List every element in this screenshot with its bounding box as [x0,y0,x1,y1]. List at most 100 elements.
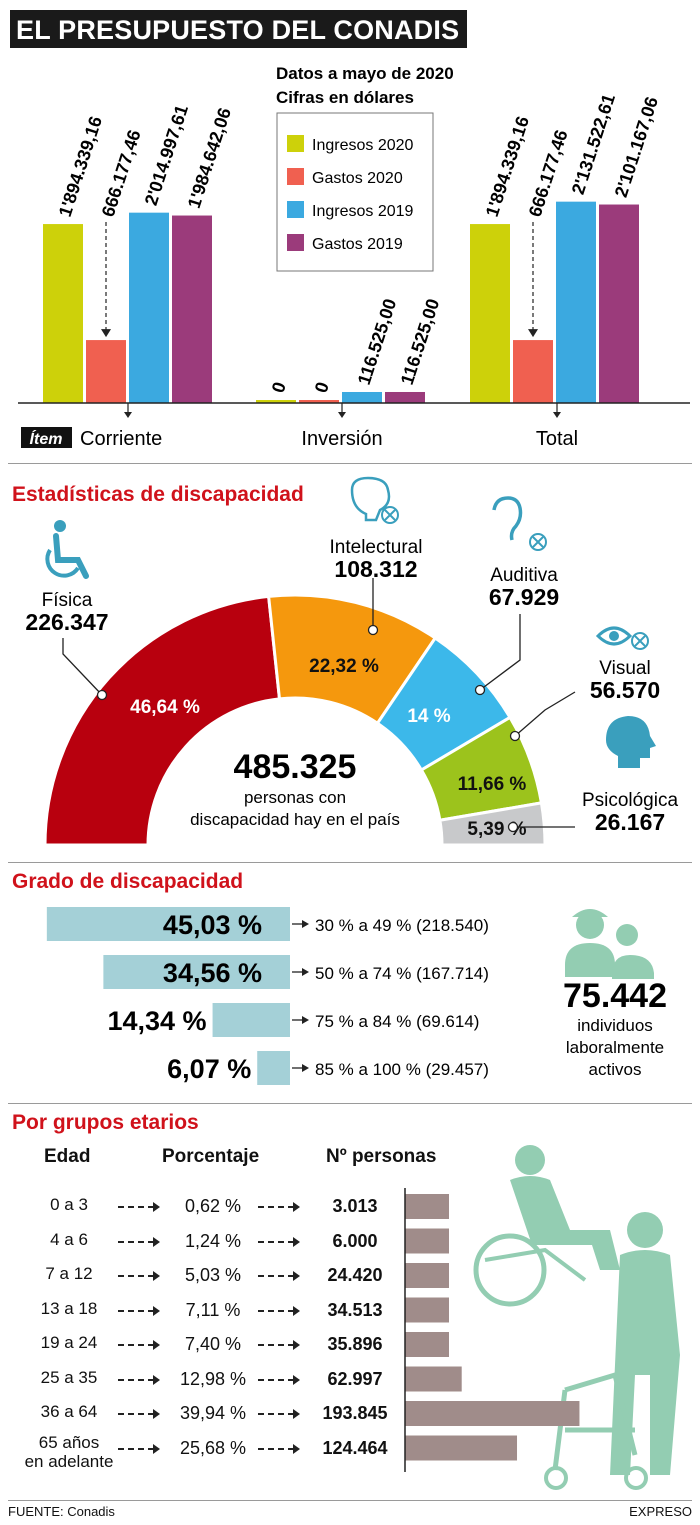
category-name-label: Física [42,590,93,611]
age-section-title: Por grupos etarios [12,1111,199,1134]
category-count-label: 108.312 [334,556,417,582]
bar-value-label: 2'014.997,61 [141,102,192,207]
bar-gastos-2020 [513,340,553,403]
workers-icon [616,924,638,946]
chart-note: Cifras en dólares [276,88,414,107]
row-arrow [258,1305,300,1316]
stats-section-title: Estadísticas de discapacidad [12,483,304,506]
category-count-label: 67.929 [489,584,559,610]
eye-icon [609,631,619,641]
bar-value-label: 116.525,00 [397,296,444,387]
wheelchair-icon [53,533,89,579]
age-bar [405,1263,449,1288]
arrow-head [302,1016,309,1024]
age-bar [405,1332,449,1357]
category-label: Inversión [301,428,382,450]
bar-value-label: 1'894.339,16 [482,114,533,219]
age-bar [405,1401,580,1426]
workers-caption: laboralmente [566,1038,664,1057]
age-label: 13 a 18 [14,1299,124,1318]
wheelchair-walker-illustration [473,1145,680,1490]
slice-percent-label: 46,64 % [130,697,200,718]
age-bar [405,1297,449,1323]
row-arrow [118,1305,160,1316]
leader-dot [96,689,108,701]
bar-gastos-2019 [172,215,212,403]
total-caption: discapacidad hay en el país [190,810,400,829]
age-label: 36 a 64 [14,1402,124,1421]
degree-chart: 45,03 % 30 % a 49 % (218.540) 34,56 % 50 % … [46,907,667,1085]
brain-icon [384,509,396,521]
person-body [510,1176,620,1270]
age-label-line: 65 años [38,1432,100,1452]
leader-line [479,614,521,691]
age-count-label: 193.845 [322,1403,388,1423]
bar-value-label: 1'984.642,06 [184,105,235,210]
age-count-label: 6.000 [332,1230,378,1251]
age-percent-label: 1,24 % [184,1230,242,1251]
age-label: 19 a 24 [14,1333,124,1352]
budget-chart: Datos a mayo de 2020 Cifras en dólares Ing… [18,64,690,450]
degree-bar [257,1051,290,1085]
age-percent-label: 0,62 % [184,1196,242,1216]
slice-percent-label: 14 % [407,706,450,727]
workers-icon [572,909,608,917]
eye-icon [595,626,633,646]
item-tag-box [21,427,72,448]
workers-caption: individuos [577,1016,653,1035]
degree-bar [46,907,291,941]
leader-dot [509,730,521,742]
row-arrow [258,1202,300,1212]
row-arrow [118,1443,160,1454]
workers-count: 75.442 [563,977,667,1015]
category-count-label: 56.570 [590,677,660,703]
source-note: FUENTE: Conadis [8,1504,115,1519]
slice-percent-label: 11,66 % [458,774,527,795]
legend-swatch [287,201,304,218]
age-label-line: 36 a 64 [40,1402,98,1421]
row-arrow [118,1340,160,1350]
count-column-header: Nº personas [326,1146,437,1167]
age-percent-label: 25,68 % [179,1437,247,1458]
workers-icon [576,911,604,939]
bar-value-label: 1'894.339,16 [55,114,106,219]
degree-value-label: 34,56 % [163,958,262,988]
slice-percent-label: 5,39 % [467,819,526,840]
item-tag-label: Ítem [30,429,63,448]
legend-swatch [287,135,304,152]
age-count-label: 35.896 [327,1334,383,1354]
head-puzzle-icon [606,716,656,768]
age-count-label: 34.513 [327,1299,383,1320]
age-count-label: 124.464 [322,1437,388,1458]
bar-gastos-2019 [385,391,425,403]
wheelchair-wheel [473,1233,547,1307]
age-label-line: 4 a 6 [50,1229,88,1249]
workers-icon [612,955,654,979]
divider [8,862,692,863]
degree-bar [212,1003,290,1037]
tick-arrow [338,412,346,418]
disability-donut-chart: 46,64 % 22,32 % 14 % 11,66 % 5,39 % 485.325 pe… [25,476,678,847]
degree-range-label: 30 % a 49 % (218.540) [315,916,489,935]
category-name-label: Visual [599,658,650,679]
leader-line [62,638,103,696]
age-count-label: 62.997 [327,1368,383,1389]
wheelchair-frame [484,1247,587,1282]
workers-caption: activos [589,1060,642,1079]
legend-label: Ingresos 2020 [312,137,414,154]
slice-física [43,594,282,847]
arrow-head [302,920,309,928]
age-label-line: 7 a 12 [45,1264,93,1283]
age-label: 65 años en adelante [14,1433,124,1471]
age-label-line: 13 a 18 [40,1298,98,1318]
arrow-head [101,329,111,338]
age-column-header: Edad [44,1146,91,1167]
row-arrow [258,1409,300,1419]
bar-ingresos-2020 [43,224,83,403]
bar-gastos-2020 [86,340,126,403]
total-count: 485.325 [234,748,357,786]
bar-value-label: 0 [311,380,333,396]
chart-note: Datos a mayo de 2020 [276,64,454,83]
age-percent-label: 12,98 % [179,1368,247,1389]
leader-dot [507,821,519,833]
